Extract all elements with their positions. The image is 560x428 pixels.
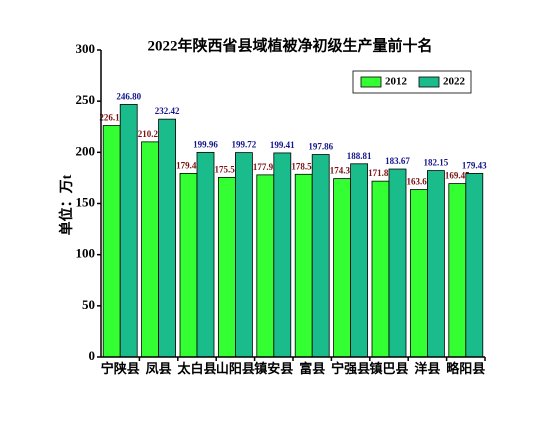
y-tick-label: 50 (82, 297, 95, 312)
bar (448, 183, 467, 358)
bar (388, 168, 407, 358)
chart-title: 2022年陕西省县域植被净初级生产量前十名 (147, 36, 432, 54)
bar (256, 174, 275, 358)
value-label: 199.41 (270, 140, 295, 150)
y-tick-label: 200 (76, 143, 96, 158)
value-label: 163.62 (407, 177, 432, 187)
value-label: 177.98 (253, 162, 278, 172)
value-label: 174.31 (330, 166, 355, 176)
value-label: 188.81 (347, 151, 372, 161)
value-label: 178.54 (291, 161, 316, 171)
legend-box (352, 70, 472, 94)
value-label: 175.54 (215, 164, 240, 174)
y-tick-label: 300 (76, 41, 96, 56)
y-tick-label: 100 (76, 246, 96, 261)
value-label: 246.80 (116, 92, 141, 102)
x-tick-label: 太白县 (176, 361, 216, 376)
bar (119, 104, 138, 358)
bar (465, 172, 484, 358)
legend-swatch (418, 76, 440, 88)
value-label: 199.96 (193, 139, 218, 149)
x-tick-label: 镇巴县 (369, 361, 408, 376)
value-label: 179.43 (462, 160, 487, 170)
bar (409, 189, 428, 358)
y-tick-label: 0 (89, 348, 96, 363)
legend-swatch (360, 76, 382, 88)
y-axis-label: 单位：万t (58, 174, 75, 235)
value-label: 210.24 (138, 129, 163, 139)
bar (179, 172, 198, 358)
bar (311, 154, 330, 358)
x-tick-label: 宁强县 (331, 361, 370, 376)
x-tick-label: 富县 (299, 361, 325, 376)
legend-label: 2012 (385, 76, 408, 88)
x-tick-label: 镇安县 (254, 361, 293, 376)
bar (273, 152, 292, 358)
bar (141, 141, 160, 358)
value-label: 197.86 (308, 142, 333, 152)
value-label: 179.42 (176, 160, 201, 170)
bar (350, 163, 369, 358)
value-label: 232.42 (155, 106, 180, 116)
bar (371, 180, 390, 358)
value-label: 182.15 (424, 158, 449, 168)
x-tick-label: 略阳县 (446, 361, 485, 376)
bar (333, 178, 352, 358)
bar (158, 118, 177, 358)
x-tick-label: 宁陕县 (101, 361, 140, 376)
bar (196, 151, 215, 358)
y-tick-label: 150 (76, 194, 96, 209)
value-label: 169.45 (445, 171, 470, 181)
x-tick-label: 凤县 (146, 361, 172, 376)
bar (102, 125, 121, 358)
bar (217, 176, 236, 358)
value-label: 183.67 (385, 156, 410, 166)
bar (426, 170, 445, 358)
value-label: 199.72 (232, 140, 257, 150)
x-tick-label: 山阳县 (216, 361, 255, 376)
bar (294, 173, 313, 358)
y-tick-label: 250 (76, 92, 96, 107)
legend-label: 2022 (443, 76, 466, 88)
value-label: 226.16 (99, 113, 124, 123)
x-tick-label: 洋县 (414, 361, 440, 376)
value-label: 171.83 (368, 168, 393, 178)
bar (234, 152, 253, 358)
